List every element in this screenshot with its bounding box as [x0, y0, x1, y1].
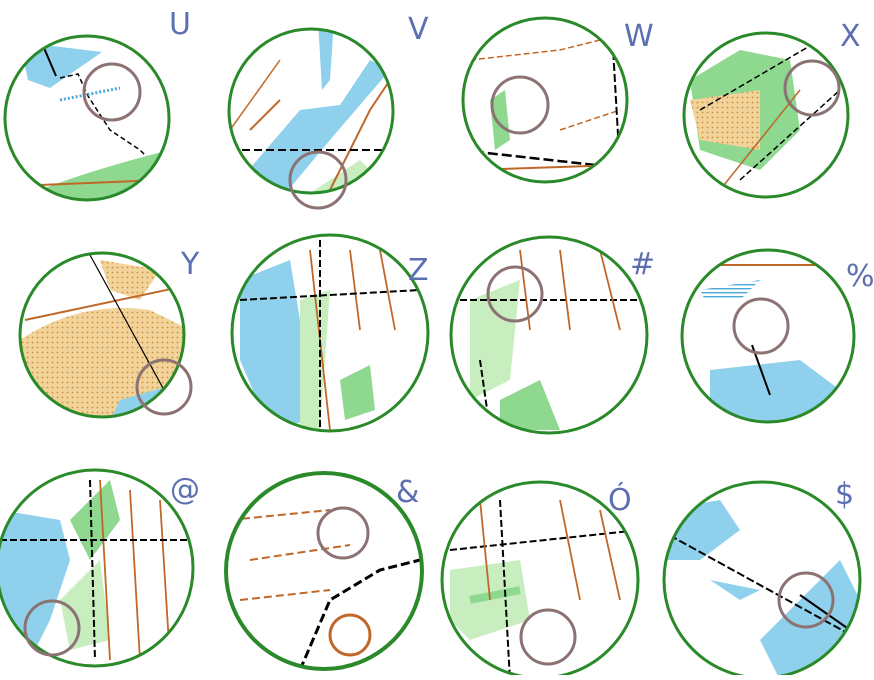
map-label-hash: #	[630, 247, 656, 282]
map-circle-dollar	[662, 480, 862, 680]
map-circle-u	[3, 34, 171, 202]
map-label-at: @	[170, 472, 200, 507]
map-circle-w	[461, 16, 629, 184]
map-circle-o-acute	[440, 480, 640, 680]
map-label-x: X	[840, 19, 861, 54]
map-label-w: W	[624, 19, 654, 54]
map-label-dollar: $	[835, 477, 855, 512]
map-label-o-acute: Ó	[608, 483, 632, 518]
map-circle-x	[682, 31, 850, 199]
map-circle-at	[0, 468, 195, 668]
map-label-percent: %	[846, 259, 874, 294]
map-circle-hash	[449, 235, 649, 435]
map-label-v: V	[408, 12, 429, 47]
map-circle-ampersand	[224, 471, 424, 671]
map-label-z: Z	[408, 253, 429, 288]
map-circle-z	[230, 233, 430, 433]
map-label-u: U	[169, 7, 191, 42]
map-circle-percent	[680, 248, 856, 424]
map-label-y: Y	[181, 247, 200, 282]
map-label-ampersand: &	[396, 475, 420, 510]
map-circle-v	[227, 27, 395, 210]
map-circle-y	[18, 251, 193, 419]
